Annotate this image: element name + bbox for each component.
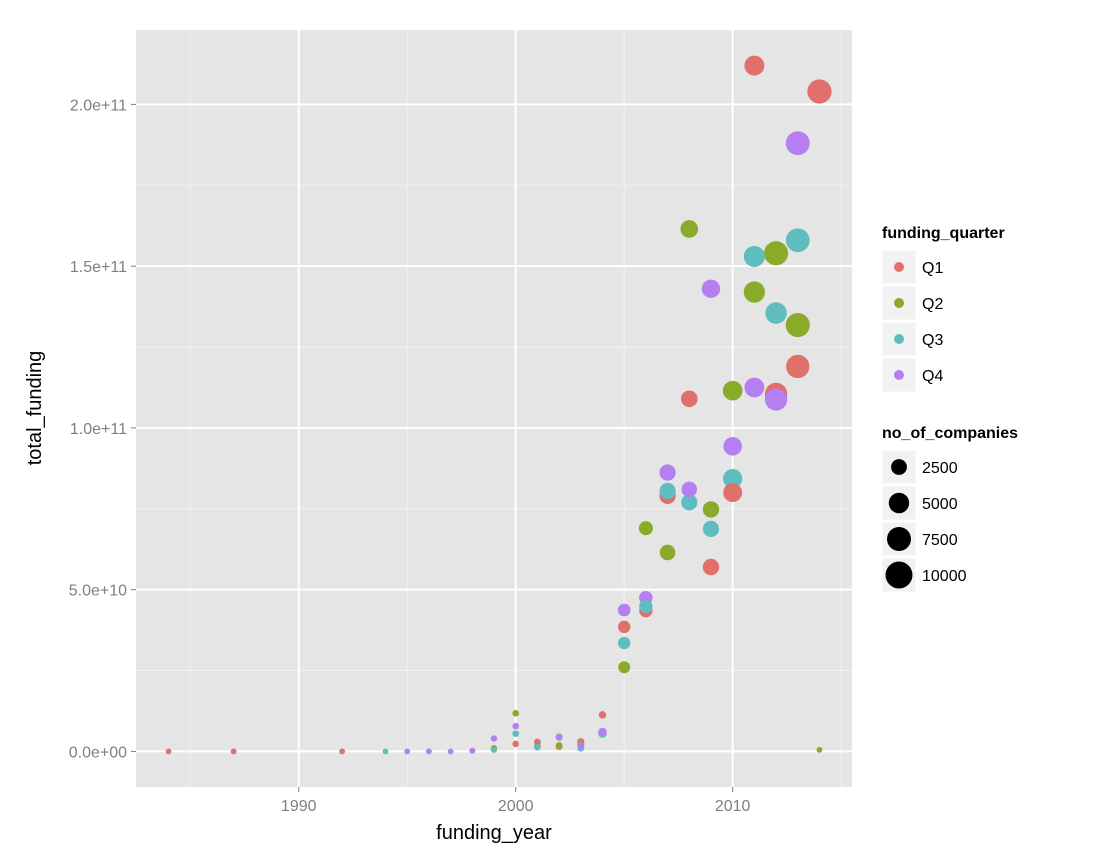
data-point-q3 [639,599,653,614]
plot-panel [136,30,852,787]
data-point-q4 [577,742,585,750]
data-point-q2 [785,312,810,338]
y-axis-title: total_funding [24,351,46,466]
data-point-q1 [512,740,519,748]
legend-label-q1: Q1 [922,260,943,277]
legend-swatch-q3 [894,334,904,344]
data-point-q4 [764,388,788,411]
data-point-q1 [598,711,607,719]
data-point-q3 [681,494,698,511]
size-legend-label: 7500 [922,532,958,549]
data-point-q1 [339,748,346,755]
data-point-q1 [807,79,832,104]
data-point-q3 [702,520,720,537]
x-tick-label: 1990 [281,798,317,815]
y-tick-label: 1.5e+11 [70,259,127,276]
data-point-q2 [512,709,519,717]
legend-swatch-q4 [894,370,904,380]
data-point-q4 [617,603,631,617]
data-point-q2 [659,544,676,561]
x-axis: 1990 2000 2010 [281,787,751,815]
data-points [165,55,832,755]
data-point-q2 [618,661,631,674]
data-point-q4 [598,727,607,737]
data-point-q4 [512,722,519,730]
legend-label-q4: Q4 [922,368,943,385]
data-point-q1 [744,55,765,76]
data-point-q4 [744,377,765,398]
data-point-q4 [701,279,721,299]
data-point-q3 [382,748,389,755]
size-legend-circle [887,527,911,551]
data-point-q2 [638,521,653,536]
data-point-q1 [702,558,720,576]
data-point-q3 [534,743,541,751]
size-legend-label: 2500 [922,460,958,477]
legend-label-q2: Q2 [922,296,943,313]
size-legend-circle [885,561,913,589]
data-point-q4 [681,481,698,498]
data-point-q4 [490,735,498,742]
data-point-q2 [743,281,765,303]
x-axis-title: funding_year [436,822,552,844]
data-point-q4 [447,748,454,755]
data-point-q4 [723,437,742,456]
legend-label-q3: Q3 [922,332,943,349]
data-point-q1 [165,748,172,755]
data-point-q3 [765,302,787,324]
data-point-q1 [786,354,810,379]
data-point-q4 [425,748,432,755]
size-legend: no_of_companies 2500 5000 7500 10000 [881,425,1018,593]
legend-swatch-q2 [894,298,904,308]
data-point-q2 [816,746,823,753]
data-point-q3 [743,245,765,267]
data-point-q3 [490,746,498,753]
x-tick-label: 2000 [498,798,534,815]
data-point-q4 [469,747,476,754]
major-gridlines [136,30,852,787]
size-legend-label: 10000 [922,568,967,585]
size-legend-title: no_of_companies [882,425,1018,442]
data-point-q1 [230,748,237,755]
legend-swatch-q1 [894,262,904,272]
data-point-q2 [722,380,743,401]
data-point-q2 [764,241,789,266]
size-legend-circle [888,492,910,514]
x-tick-label: 2010 [715,798,751,815]
data-point-q3 [618,636,631,650]
data-point-q2 [702,501,720,518]
color-legend: funding_quarter Q1 Q2 Q3 Q4 [881,225,1005,393]
data-point-q4 [659,464,676,481]
y-tick-label: 0.0e+00 [69,744,127,761]
data-point-q4 [785,131,810,156]
y-tick-label: 5.0e+10 [69,583,127,600]
data-point-q1 [680,390,698,408]
y-axis: 0.0e+00 5.0e+10 1.0e+11 1.5e+11 2.0e+11 [69,97,136,761]
size-legend-label: 5000 [922,496,958,513]
data-point-q3 [659,482,676,500]
data-point-q1 [618,620,631,634]
y-tick-label: 1.0e+11 [70,421,127,438]
data-point-q4 [404,748,411,755]
data-point-q3 [723,469,743,489]
data-point-q3 [512,730,519,737]
data-point-q1 [723,483,743,503]
y-tick-label: 2.0e+11 [70,97,127,114]
color-legend-title: funding_quarter [882,225,1005,242]
size-legend-circle [891,459,907,475]
data-point-q2 [555,742,563,750]
data-point-q4 [555,734,563,741]
data-point-q3 [785,228,810,253]
data-point-q2 [680,220,699,238]
